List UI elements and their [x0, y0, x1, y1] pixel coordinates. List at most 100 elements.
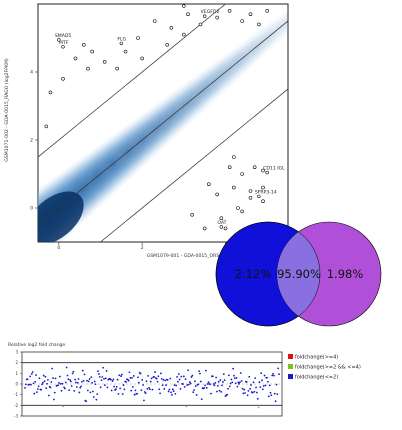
fold-change-point [167, 390, 170, 393]
fold-change-point [35, 374, 37, 377]
fold-change-point [194, 385, 197, 387]
fold-change-point [162, 379, 165, 381]
fold-change-point [122, 384, 125, 386]
fold-change-point [69, 379, 71, 381]
outlier-point [236, 206, 240, 210]
fold-change-point [101, 376, 104, 378]
fold-change-point [153, 375, 156, 378]
outlier-point [261, 185, 265, 190]
fold-change-point [94, 383, 97, 386]
fold-change-point [72, 370, 75, 373]
fold-change-point [91, 381, 94, 384]
outlier-point [219, 216, 224, 220]
fold-change-point [206, 383, 209, 385]
fold-change-point [198, 370, 201, 373]
gene-label: SMAD5 [55, 33, 72, 39]
fold-change-point [243, 388, 246, 391]
fold-change-point [273, 392, 276, 395]
fold-change-point [155, 377, 158, 380]
fold-change-point [163, 388, 166, 390]
fold-change-point [149, 380, 152, 383]
fold-change-point [232, 367, 235, 370]
fold-change-point [271, 374, 274, 377]
p3-tick-label: -3 [14, 414, 18, 419]
fold-change-point [132, 375, 135, 377]
fold-change-point [145, 380, 148, 383]
fold-change-point [143, 399, 145, 402]
fold-change-point [262, 385, 265, 387]
fold-change-point [93, 380, 96, 383]
fold-change-point [105, 370, 108, 372]
fold-change-point [111, 380, 114, 382]
fold-change-point [92, 396, 95, 398]
fold-change-point [235, 376, 238, 379]
fold-change-point [148, 386, 150, 389]
fold-change-point [113, 385, 116, 388]
venn-left-outline [215, 221, 321, 327]
fold-change-point [199, 372, 201, 375]
fold-change-point [73, 390, 76, 392]
fold-change-point [128, 371, 131, 374]
fold-change-point [274, 400, 277, 403]
fold-change-point [239, 372, 242, 374]
fold-change-point [221, 384, 223, 387]
fold-change-point [103, 384, 106, 387]
fold-change-point [137, 381, 140, 384]
outlier-point [248, 189, 253, 193]
outlier-point [202, 226, 207, 231]
fold-change-point [81, 380, 83, 383]
fold-change-point [49, 386, 52, 389]
fold-change-point [192, 391, 195, 394]
fold-change-point [238, 382, 240, 385]
fold-change-point [160, 372, 162, 375]
fold-change-point [53, 391, 56, 394]
x-axis-ticks: 024 [57, 242, 227, 251]
fold-change-point [44, 375, 47, 378]
fold-change-point [211, 375, 214, 378]
fold-change-point [99, 386, 102, 389]
fold-change-point [182, 375, 185, 378]
density-blob [271, 4, 288, 38]
fold-change-point [216, 384, 219, 387]
plot3-y-ticks: 3 2 1 0 -1 -2 -3 [14, 350, 22, 419]
fold-change-point [242, 392, 245, 395]
fold-change-point [110, 389, 113, 392]
fold-change-point [52, 377, 54, 379]
fold-change-point [130, 389, 133, 392]
fold-change-point [156, 380, 159, 383]
fold-change-point [222, 373, 225, 376]
outlier-points [44, 9, 269, 231]
fold-change-point [261, 379, 263, 382]
fold-change-point [275, 383, 278, 386]
fold-change-point [52, 398, 55, 401]
fold-change-point [255, 386, 257, 389]
fold-change-point [119, 387, 122, 390]
legend-swatch [288, 364, 293, 369]
fold-change-point [95, 398, 98, 401]
gene-label: FLG [117, 36, 126, 42]
fold-change-point [170, 391, 173, 394]
annotated-point [257, 194, 261, 199]
fold-change-point [214, 382, 217, 384]
fold-change-point [68, 389, 71, 392]
fold-change-point [204, 384, 206, 387]
fold-change-point [190, 376, 193, 378]
fold-change-point [127, 379, 130, 382]
fold-change-point [168, 388, 171, 391]
fold-change-point [103, 378, 105, 380]
annotated-point [265, 170, 269, 175]
fold-change-point [222, 381, 224, 383]
outlier-point [169, 25, 174, 30]
fold-change-point [47, 378, 49, 381]
fold-change-point [57, 384, 60, 387]
outlier-point [136, 36, 140, 40]
fold-change-point [46, 382, 48, 385]
fold-change-point [24, 383, 27, 386]
p3-tick-label: -2 [14, 403, 18, 408]
fold-change-point [248, 375, 251, 378]
venn-center-label: 95.90% [277, 267, 321, 281]
gene-label: OAT [217, 220, 226, 226]
fold-change-point [148, 388, 151, 391]
fold-change-point [160, 377, 163, 380]
